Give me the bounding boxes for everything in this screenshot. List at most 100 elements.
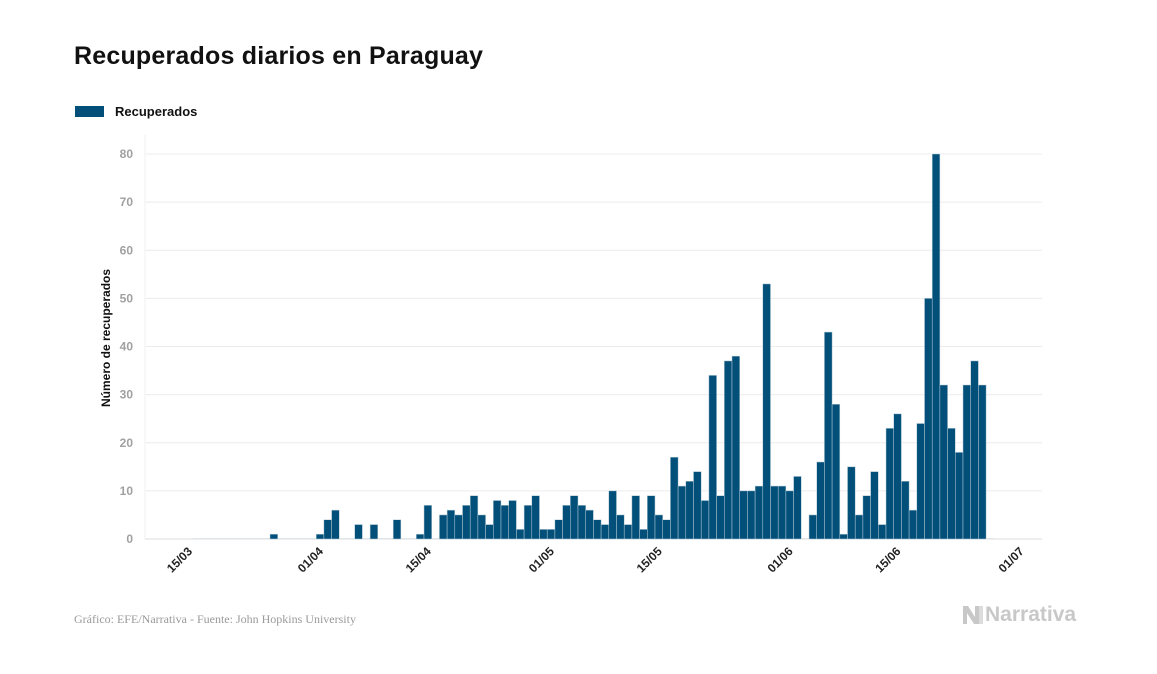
bar-23/05	[724, 360, 733, 540]
y-tick-label: 40	[120, 340, 134, 354]
bar-01/04	[323, 519, 332, 540]
bar-21/05	[708, 375, 717, 540]
y-tick-label: 30	[120, 388, 134, 402]
bar-18/04	[454, 514, 463, 540]
bar-16/03	[200, 538, 209, 539]
bar-24/06	[970, 360, 979, 540]
bar-23/04	[493, 500, 502, 540]
bar-21/04	[477, 514, 486, 540]
bar-27/04	[523, 505, 533, 540]
bar-10/06	[862, 495, 871, 540]
bar-17/04	[446, 509, 456, 540]
bar-24/03	[262, 538, 270, 539]
bars	[193, 153, 994, 540]
bar-06/04	[362, 538, 371, 539]
legend: Recuperados	[75, 104, 197, 119]
bar-22/03	[246, 538, 255, 539]
x-tick-label: 15/04	[403, 544, 434, 575]
bar-08/04	[377, 538, 386, 539]
bar-27/05	[754, 485, 764, 540]
bar-22/05	[716, 495, 725, 540]
bar-14/04	[423, 505, 432, 540]
gridlines	[144, 135, 1042, 540]
bar-17/06	[916, 423, 925, 540]
bar-11/06	[870, 471, 879, 540]
bar-25/06	[978, 384, 987, 540]
bar-19/05	[693, 471, 702, 540]
bar-23/03	[254, 538, 263, 539]
bar-03/04	[339, 538, 347, 539]
bar-19/03	[223, 538, 232, 539]
y-axis-ticks: 0 10 20 30 40 50 60 70 80	[120, 147, 134, 546]
bar-13/06	[885, 428, 894, 540]
bar-23/06	[962, 384, 971, 540]
bar-31/05	[785, 490, 794, 540]
bar-30/05	[777, 485, 787, 540]
bar-15/03	[193, 538, 201, 539]
bar-22/06	[955, 452, 964, 540]
bar-11/05	[631, 495, 640, 540]
bar-24/04	[500, 505, 509, 540]
x-tick-label: 15/05	[634, 544, 665, 575]
bar-10/04	[392, 519, 402, 540]
bar-05/05	[585, 509, 594, 540]
bar-15/06	[901, 481, 910, 540]
bar-29/04	[539, 529, 548, 540]
y-tick-label: 80	[120, 147, 134, 161]
bar-20/03	[231, 538, 240, 539]
x-tick-label: 01/07	[996, 544, 1027, 575]
bar-26/03	[277, 538, 286, 539]
bar-18/06	[924, 298, 933, 540]
bar-07/06	[839, 533, 848, 540]
bar-29/05	[770, 485, 779, 540]
bar-25/03	[269, 533, 278, 540]
bar-09/06	[854, 514, 864, 540]
bar-28/05	[762, 283, 771, 540]
legend-label: Recuperados	[115, 104, 198, 119]
bar-16/05	[670, 456, 679, 540]
bar-02/04	[331, 509, 340, 540]
bar-13/04	[416, 533, 425, 540]
bar-08/05	[608, 490, 617, 540]
bar-26/04	[516, 529, 525, 540]
bar-01/06	[793, 476, 802, 540]
bar-21/03	[239, 538, 247, 539]
bar-20/05	[700, 500, 710, 540]
bar-09/05	[616, 514, 625, 540]
chart-title: Recuperados diarios en Paraguay	[74, 42, 484, 70]
bar-02/05	[562, 505, 571, 540]
bar-19/06	[931, 153, 941, 540]
bar-31/03	[315, 533, 325, 540]
x-tick-label: 01/04	[295, 544, 326, 575]
logo-text: Narrativa	[985, 603, 1077, 626]
bar-14/05	[654, 514, 663, 540]
bar-14/06	[893, 413, 902, 540]
bar-16/04	[439, 514, 448, 540]
bar-06/05	[593, 519, 602, 540]
bar-17/03	[208, 538, 217, 539]
bar-09/04	[385, 538, 394, 539]
bar-17/05	[677, 485, 687, 540]
bar-03/06	[808, 514, 817, 540]
bar-11/04	[400, 538, 409, 539]
bar-13/05	[647, 495, 656, 540]
narrativa-logo-icon	[963, 606, 983, 624]
bar-20/06	[939, 384, 948, 540]
bar-16/06	[908, 509, 918, 540]
bar-29/03	[300, 538, 309, 539]
bar-05/06	[824, 331, 833, 540]
bar-28/04	[531, 495, 540, 540]
bar-10/05	[623, 524, 633, 540]
bar-05/04	[354, 524, 363, 540]
bar-15/05	[662, 519, 671, 540]
bar-12/06	[878, 524, 887, 540]
bar-26/05	[747, 490, 756, 540]
bar-07/04	[369, 524, 379, 540]
bar-01/05	[554, 519, 563, 540]
bar-03/05	[570, 495, 579, 540]
bar-06/06	[831, 404, 841, 540]
y-tick-label: 60	[120, 243, 134, 257]
bar-28/03	[293, 538, 301, 539]
bar-12/05	[639, 529, 648, 540]
bar-04/05	[577, 505, 586, 540]
